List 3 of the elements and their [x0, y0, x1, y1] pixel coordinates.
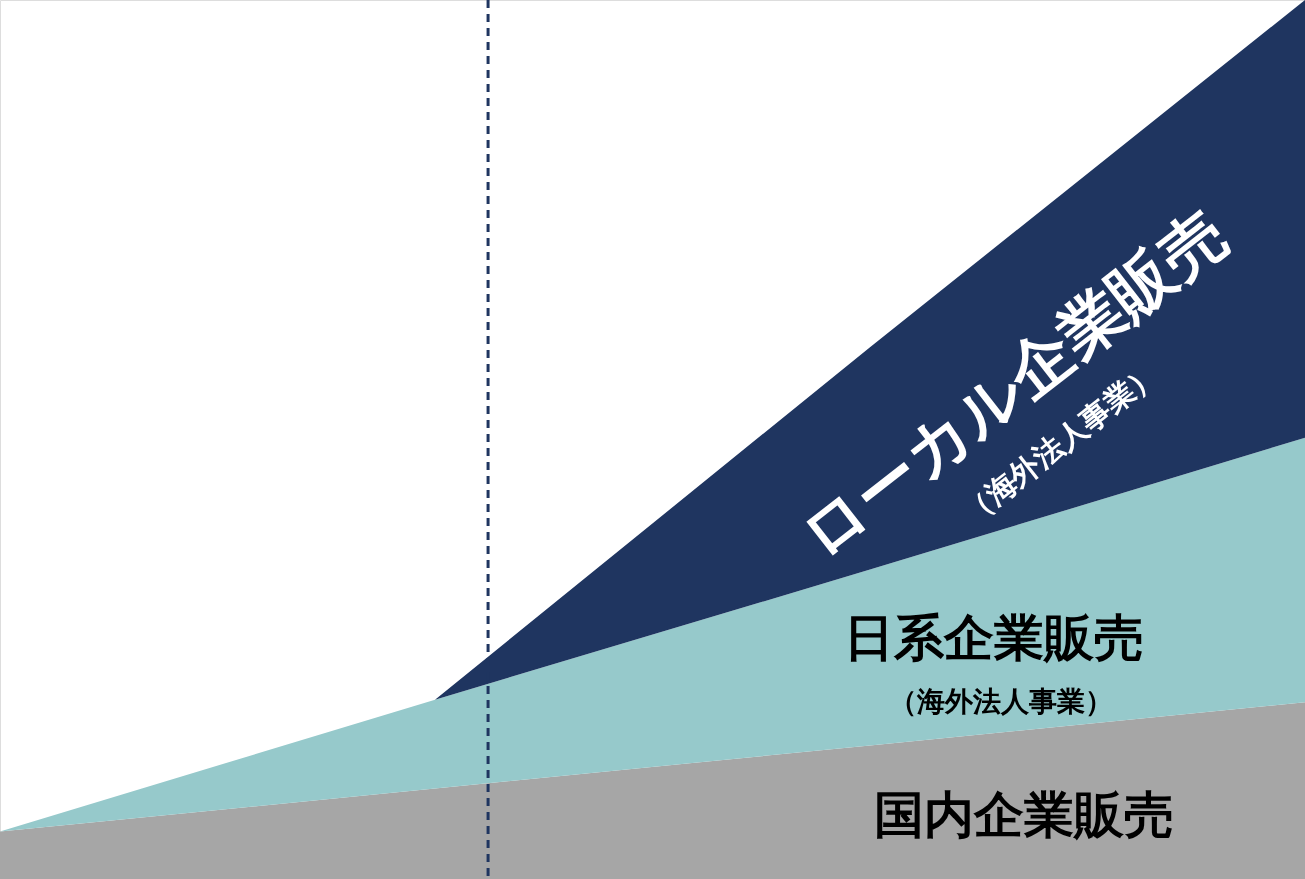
series-label: 日系企業販売（海外法人事業）: [844, 608, 1145, 719]
series-label: ローカル企業販売（海外法人事業）: [786, 195, 1241, 574]
series-label: 国内企業販売: [874, 786, 1175, 845]
